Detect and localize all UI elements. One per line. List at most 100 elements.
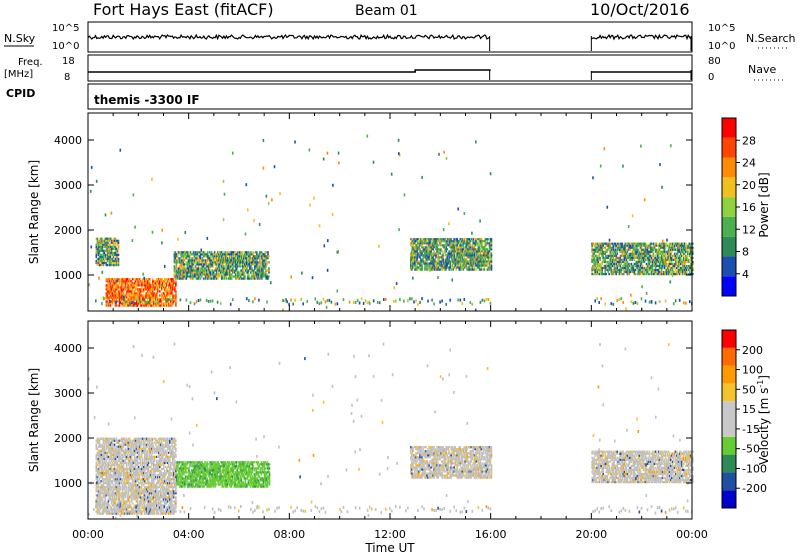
velocity-cell: [100, 488, 103, 491]
power-cell: [458, 266, 461, 269]
power-cell: [646, 270, 649, 274]
power-cell: [667, 273, 670, 276]
velocity-cell: [102, 447, 105, 450]
power-cell: [140, 280, 143, 283]
power-cell: [473, 248, 476, 251]
power-cell: [137, 288, 140, 291]
velocity-cell: [95, 465, 98, 469]
velocity-cell: [114, 504, 117, 507]
velocity-cell: [101, 498, 104, 501]
velocity-cell: [104, 482, 107, 485]
power-cell: [141, 282, 144, 285]
power-cell: [226, 259, 229, 262]
power-cell: [599, 248, 601, 251]
velocity-cell: [96, 496, 99, 499]
power-cell: [594, 250, 596, 253]
power-cell: [160, 284, 162, 287]
power-cell: [430, 254, 432, 257]
power-cell: [164, 286, 166, 289]
power-cell: [639, 252, 642, 255]
power-cell: [621, 273, 624, 276]
velocity-cell: [98, 469, 101, 473]
power-cell: [120, 292, 123, 295]
power-cell: [120, 286, 123, 289]
power-cell: [610, 242, 613, 245]
velocity-cell: [95, 453, 98, 456]
power-cell: [614, 260, 617, 263]
power-cell: [129, 290, 132, 293]
power-cell: [661, 256, 664, 259]
power-cell: [597, 266, 599, 270]
power-cell: [604, 273, 606, 276]
power-cell: [689, 254, 691, 257]
power-cell: [112, 241, 115, 244]
power-cell: [171, 280, 173, 283]
velocity-cell: [106, 484, 109, 487]
power-cell: [632, 242, 635, 245]
power-cell: [229, 251, 232, 254]
power-cell: [444, 248, 446, 251]
power-cell: [682, 301, 685, 305]
power-cell: [216, 275, 219, 278]
power-cell: [476, 242, 479, 245]
power-cell: [426, 260, 428, 263]
power-cell: [265, 277, 267, 280]
power-cell: [235, 255, 237, 258]
power-cell: [438, 250, 440, 253]
power-cell: [236, 257, 238, 260]
velocity-cell: [111, 496, 114, 499]
power-cell: [685, 268, 687, 272]
power-cell: [447, 252, 449, 255]
power-cell: [675, 248, 678, 251]
power-cell: [621, 260, 624, 263]
power-cell: [225, 255, 228, 258]
power-cell: [610, 262, 613, 266]
velocity-cell: [102, 453, 105, 456]
power-cell: [637, 254, 640, 257]
power-cell: [118, 290, 121, 293]
power-cell: [108, 280, 111, 283]
power-cell: [145, 296, 148, 299]
velocity-cell: [105, 472, 108, 475]
power-cell: [677, 266, 680, 270]
power-cell: [407, 299, 409, 303]
power-cell: [184, 255, 187, 258]
power-cell: [185, 277, 188, 280]
power-cell: [460, 266, 463, 269]
power-cell: [150, 304, 153, 307]
power-cell: [112, 286, 115, 289]
power-cell: [487, 268, 490, 271]
velocity-cell: [114, 482, 117, 485]
power-cell: [213, 253, 216, 256]
power-cell: [475, 260, 478, 263]
power-cell: [461, 252, 464, 255]
power-cell: [611, 273, 614, 276]
power-cell: [613, 250, 616, 253]
power-cell: [119, 148, 122, 152]
power-cell: [248, 277, 250, 280]
velocity-cell: [96, 453, 99, 456]
power-cell: [479, 300, 482, 304]
power-cell: [690, 252, 692, 255]
power-cell: [144, 304, 147, 307]
velocity-cell: [102, 496, 105, 499]
power-cell: [410, 258, 412, 261]
power-cell: [649, 254, 652, 257]
power-cell: [173, 280, 175, 283]
power-cell: [425, 258, 427, 261]
power-cell: [218, 255, 221, 258]
power-cell: [463, 260, 466, 263]
power-cell: [635, 246, 638, 249]
power-cell: [109, 237, 112, 240]
power-cell: [661, 250, 664, 253]
power-cell: [598, 252, 600, 255]
power-cell: [461, 258, 464, 261]
power-colorbar-tick-label: 24: [742, 157, 756, 170]
power-cell: [479, 254, 482, 257]
power-cell: [623, 273, 626, 276]
power-cell: [220, 255, 223, 258]
power-cell: [221, 277, 224, 280]
power-cell: [172, 284, 174, 287]
power-cell: [256, 259, 258, 262]
power-cell: [432, 252, 434, 255]
